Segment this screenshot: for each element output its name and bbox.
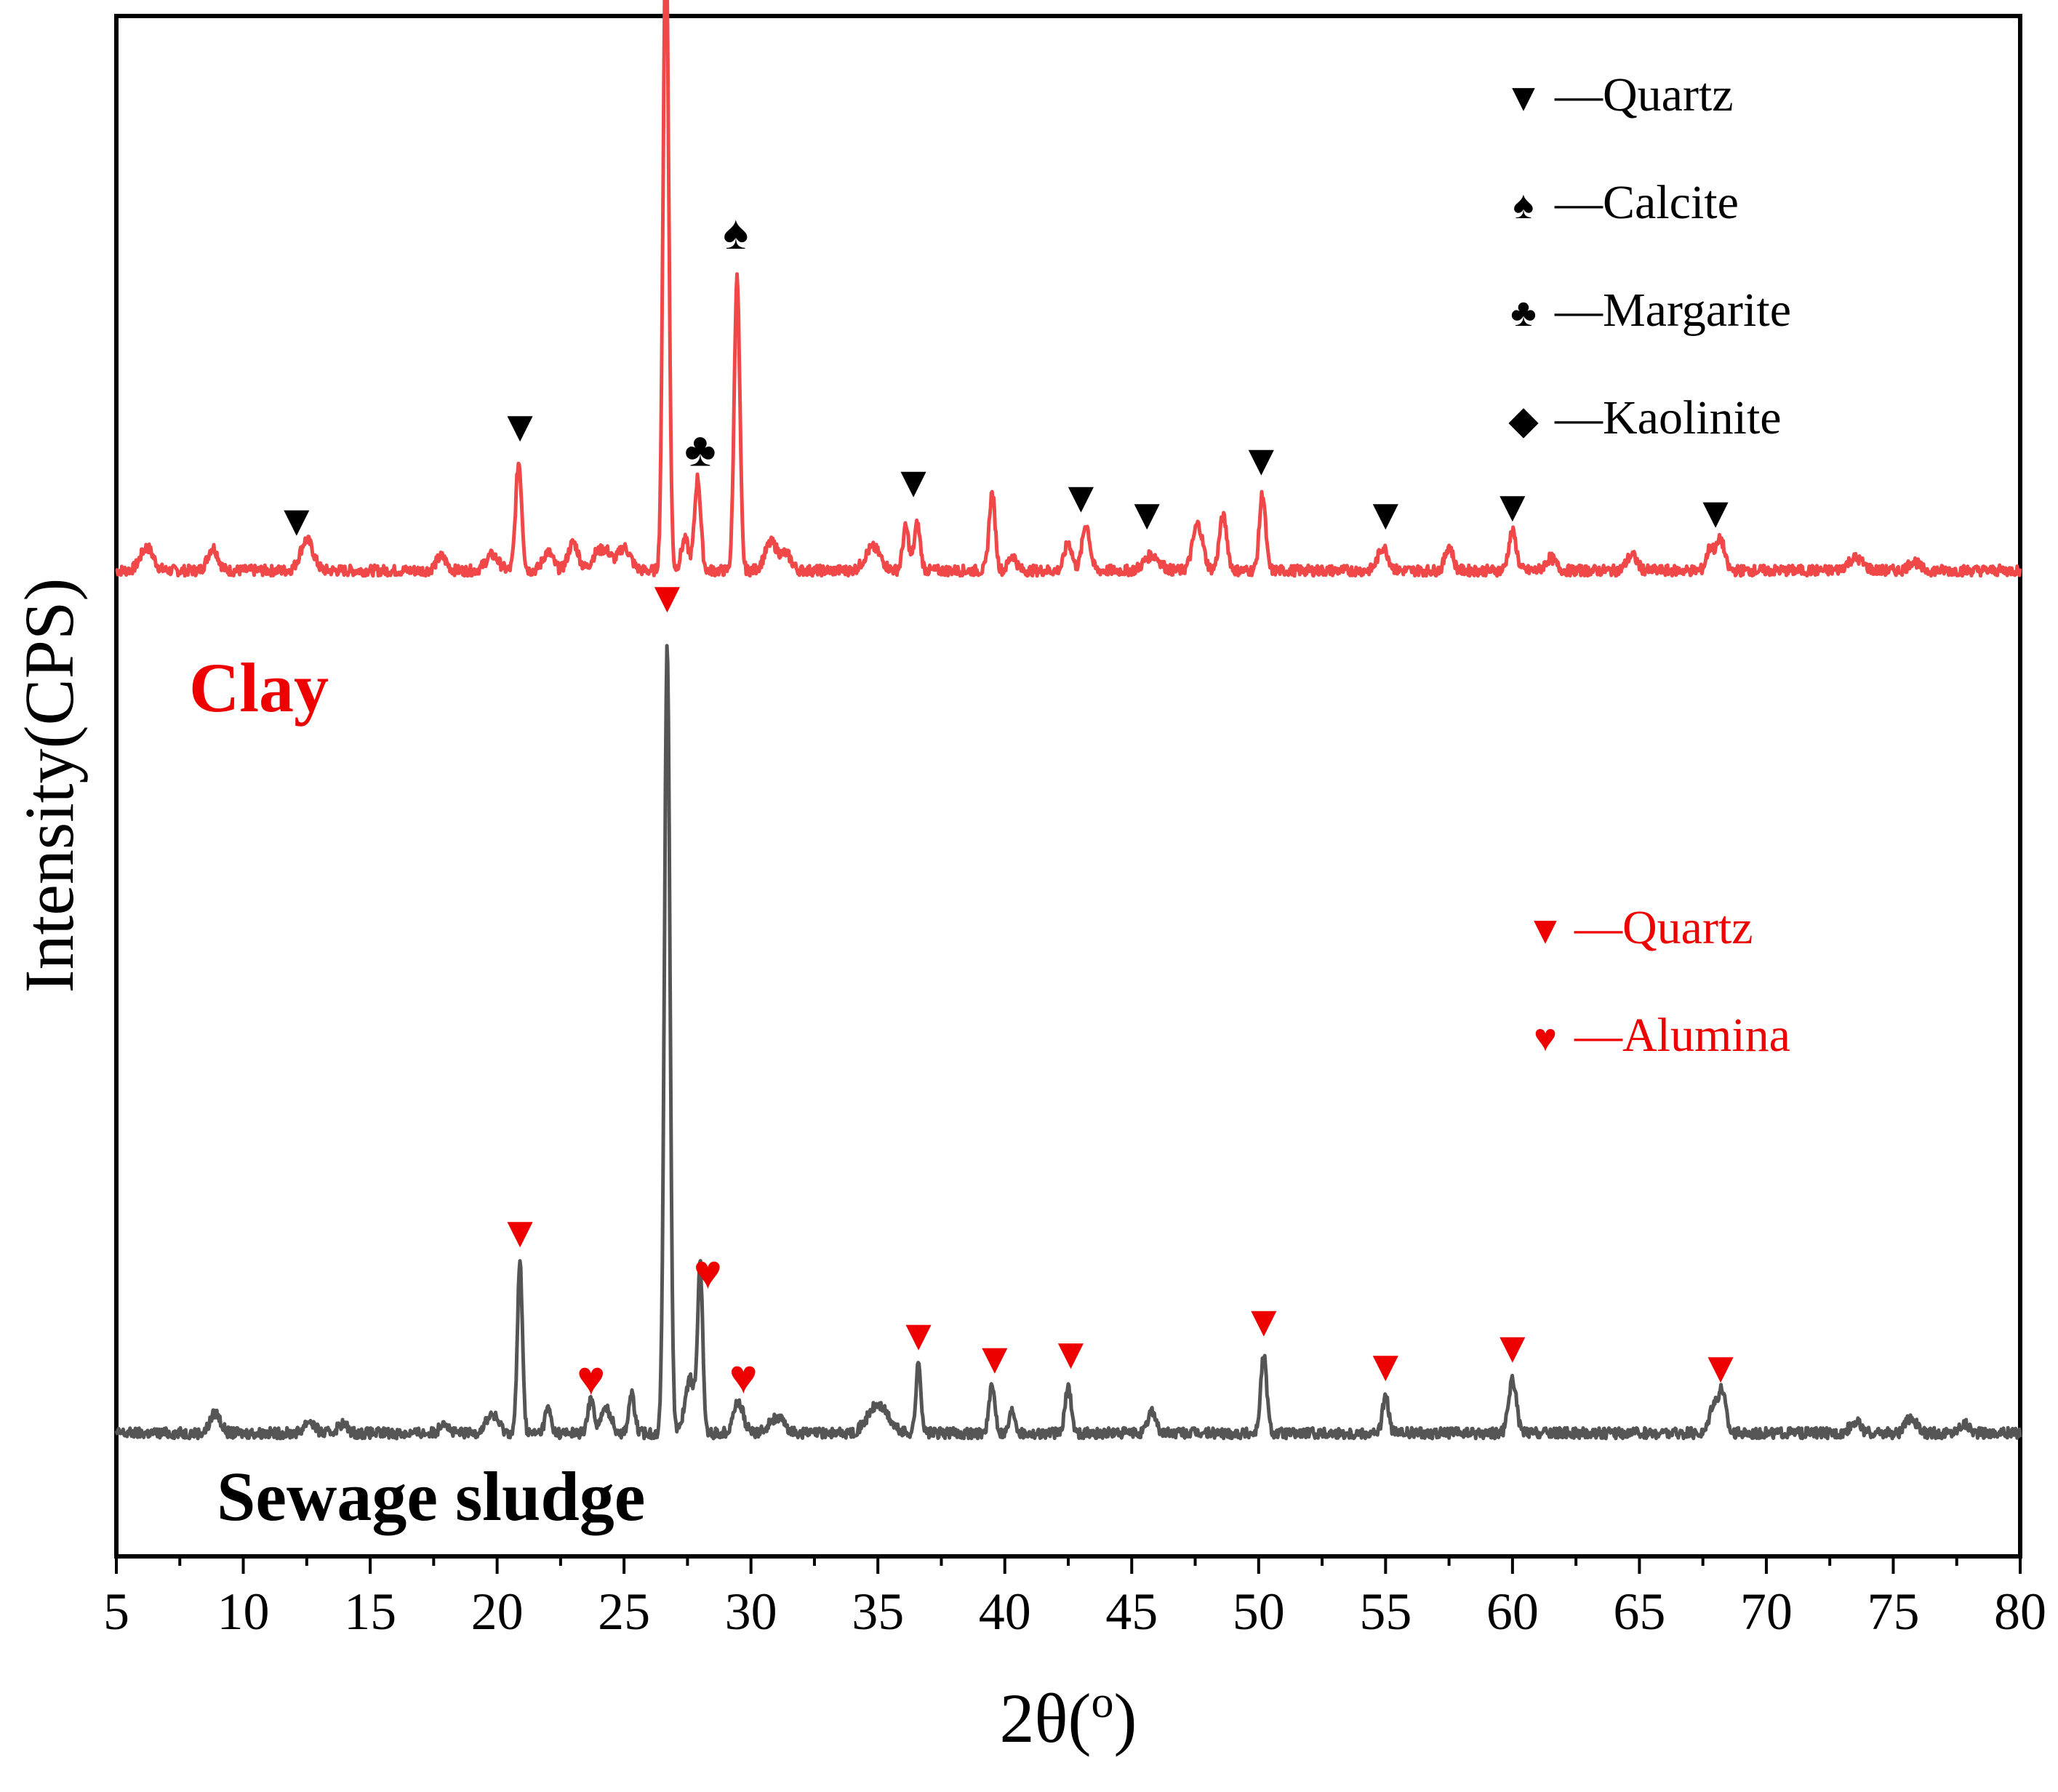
x-tick-label-75: 75 [1867,1583,1919,1641]
x-tick-label-60: 60 [1486,1583,1539,1641]
peak-marker-margarite: ♣ [684,423,716,476]
x-tick-label-35: 35 [852,1583,904,1641]
x-tick-label-40: 40 [979,1583,1031,1641]
x-tick-label-15: 15 [344,1583,396,1641]
peak-marker-quartz: ▼ [1126,490,1169,538]
series-label-sewage-sludge: Sewage sludge [217,1457,645,1535]
legend-1-label-quartz: —Quartz [1574,901,1753,954]
peak-marker-quartz: ▼ [892,458,934,506]
x-tick-label-25: 25 [598,1583,650,1641]
legend-0-label-calcite: —Calcite [1554,176,1739,229]
peak-marker-quartz: ▼ [498,403,541,451]
series-label-clay: Clay [189,649,329,727]
x-tick-label-20: 20 [471,1583,524,1641]
legend-1-symbol-1: ♥ [1534,1016,1557,1060]
peak-marker-quartz: ▼ [1242,1297,1285,1345]
x-tick-label-55: 55 [1359,1583,1412,1641]
peak-marker-quartz: ▼ [1364,490,1407,538]
x-tick-label-30: 30 [725,1583,777,1641]
legend-1-symbol-0: ▼ [1526,908,1564,952]
x-tick-label-80: 80 [1994,1583,2046,1641]
x-axis-ticks: 5 10 15 20 25 30 35 40 45 50 55 60 65 70 75 80 [103,1556,2046,1641]
peak-marker-quartz: ▼ [1240,436,1283,484]
x-tick-label-65: 65 [1613,1583,1665,1641]
series-line-clay [115,0,2022,578]
y-axis-title: Intensity(CPS) [10,578,88,993]
series-layer [114,0,2022,1441]
peak-marker-quartz: ▼ [973,1335,1016,1383]
peak-marker-quartz: ▼ [646,574,689,622]
peak-marker-quartz: ▼ [1491,483,1534,531]
series-line-sewage-sludge [114,644,2022,1441]
peak-marker-quartz: ▼ [1364,1343,1407,1391]
legend-0-label-quartz: —Quartz [1554,68,1734,121]
peak-marker-quartz: ▼ [1694,489,1737,537]
legend-0-label-margarite: —Margarite [1554,284,1791,337]
legends: ▼ —Quartz♠ —Calcite♣ —Margarite◆ —Kaolinite▼… [1504,68,1791,1062]
x-axis-title: 2θ(o) [1000,1678,1137,1757]
peak-marker-alumina: ♥ [577,1353,605,1406]
legend-0-symbol-1: ♠ [1513,183,1534,227]
peak-marker-quartz: ▼ [1060,473,1102,521]
peak-marker-quartz: ▼ [897,1311,940,1359]
peak-marker-kaolinite: ▼ [275,497,318,545]
peak-marker-alumina: ♥ [729,1351,758,1404]
plot-frame [114,14,2022,1559]
legend-0-symbol-2: ♣ [1510,291,1536,335]
legend-0-symbol-3: ◆ [1508,399,1539,442]
legend-1-label-alumina: —Alumina [1574,1009,1790,1062]
peak-marker-alumina: ♥ [694,1246,722,1299]
peak-marker-quartz: ▼ [1699,1344,1742,1392]
peak-marker-calcite: ♠ [723,207,748,260]
x-tick-label-10: 10 [217,1583,270,1641]
peak-annotations: ▼▼▼♣♠▼▼▼▼▼▼▼▼♥▼♥♥▼▼▼▼▼▼▼ [275,207,1742,1406]
x-tick-label-70: 70 [1740,1583,1793,1641]
legend-0-label-kaolinite: —Kaolinite [1554,391,1782,444]
x-tick-label-45: 45 [1105,1583,1158,1641]
peak-marker-quartz: ▼ [1491,1324,1534,1372]
peak-marker-quartz: ▼ [498,1208,541,1256]
x-tick-label-50: 50 [1233,1583,1285,1641]
legend-0-symbol-0: ▼ [1504,76,1542,119]
peak-marker-quartz: ▼ [1049,1330,1092,1378]
x-tick-label-5: 5 [103,1583,129,1641]
